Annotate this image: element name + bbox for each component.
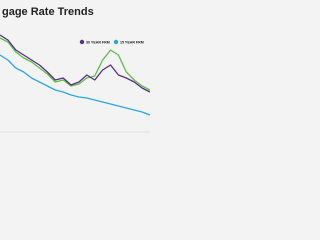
series-line [0, 37, 150, 91]
legend-label: 15 YEAR FRM [120, 40, 144, 44]
legend-swatch [113, 39, 119, 45]
series-line [0, 34, 150, 93]
chart: gage Rate Trends 30 YEAR FRM 15 YEAR FRM [0, 6, 150, 133]
page: {"chart_data": {"type": "line", "title":… [0, 5, 150, 133]
series-line [0, 54, 150, 116]
chart-title: gage Rate Trends [2, 6, 94, 18]
legend-swatch [79, 39, 85, 45]
legend-label: 30 YEAR FRM [86, 40, 110, 44]
